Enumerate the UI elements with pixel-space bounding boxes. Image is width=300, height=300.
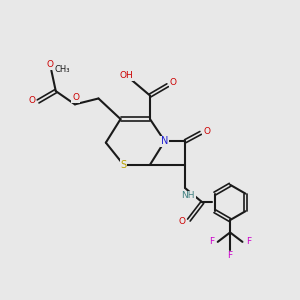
Text: O: O bbox=[179, 217, 186, 226]
Text: F: F bbox=[246, 237, 251, 246]
Text: O: O bbox=[46, 60, 53, 69]
Text: F: F bbox=[227, 251, 233, 260]
Text: S: S bbox=[120, 160, 127, 170]
Text: CH₃: CH₃ bbox=[55, 65, 70, 74]
Text: O: O bbox=[203, 127, 210, 136]
Text: F: F bbox=[209, 237, 214, 246]
Text: O: O bbox=[29, 96, 36, 105]
Text: N: N bbox=[161, 136, 168, 146]
Text: OH: OH bbox=[120, 71, 133, 80]
Text: O: O bbox=[169, 78, 176, 87]
Text: O: O bbox=[72, 93, 79, 102]
Text: NH: NH bbox=[182, 191, 195, 200]
